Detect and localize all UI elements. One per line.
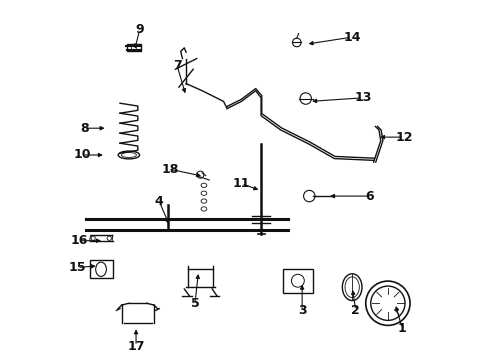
Text: 11: 11: [233, 177, 250, 190]
Text: 17: 17: [127, 339, 145, 352]
Text: 16: 16: [70, 234, 88, 247]
Text: 10: 10: [74, 148, 91, 162]
Text: 1: 1: [398, 322, 407, 335]
Text: 4: 4: [155, 195, 164, 208]
Text: 9: 9: [135, 23, 144, 36]
Text: 7: 7: [173, 59, 181, 72]
Text: 18: 18: [161, 163, 179, 176]
Text: 15: 15: [69, 261, 86, 274]
Text: 2: 2: [351, 304, 360, 317]
Text: 14: 14: [343, 31, 361, 44]
Text: 5: 5: [191, 297, 199, 310]
Text: 8: 8: [80, 122, 89, 135]
Text: 13: 13: [354, 91, 371, 104]
Text: 12: 12: [395, 131, 413, 144]
Text: 3: 3: [298, 304, 306, 317]
Text: 6: 6: [366, 190, 374, 203]
